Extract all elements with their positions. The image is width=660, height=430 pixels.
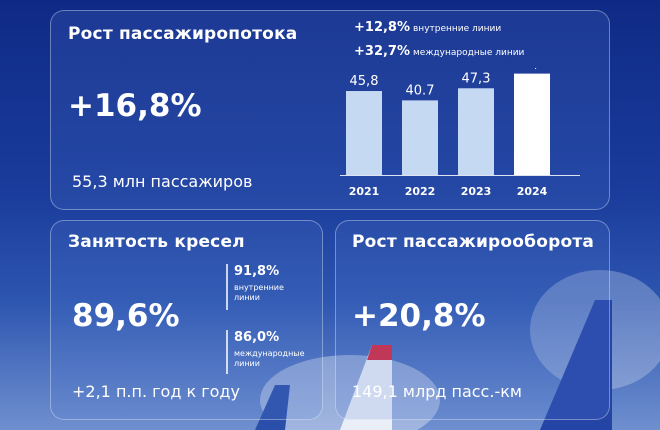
- x-tick-label-2022: 2022: [405, 185, 436, 198]
- passenger-turnover-panel: [335, 220, 610, 420]
- seat-domestic-value: 91,8%: [234, 264, 280, 279]
- passenger-count: 55,3 млн пассажиров: [72, 172, 253, 191]
- passenger-turnover-growth: +20,8%: [352, 298, 486, 334]
- international-growth-legend: +32,7% международные линии: [354, 44, 524, 59]
- bar-2022: [402, 100, 438, 175]
- international-tick: [226, 330, 228, 374]
- passenger-turnover-volume: 149,1 млрд пасс.-км: [352, 382, 522, 401]
- x-tick-label-2023: 2023: [461, 185, 492, 198]
- x-tick-label-2024: 2024: [517, 185, 548, 198]
- passenger-bar-chart: 45,8 2021 40.7 2022 47,3 2023 55,3 2024: [340, 68, 580, 198]
- seat-domestic-label: внутренние линии: [234, 283, 284, 302]
- domestic-growth-value: +12,8%: [354, 20, 410, 35]
- seat-international-label: международные линии: [234, 349, 305, 368]
- seat-occupancy-value: 89,6%: [72, 298, 180, 334]
- bar-value-label-2021: 45,8: [350, 74, 379, 89]
- domestic-growth-label: внутренние линии: [413, 24, 502, 34]
- international-growth-label: международные линии: [413, 48, 525, 58]
- bar-2024: [514, 73, 550, 175]
- x-tick-label-2021: 2021: [349, 185, 380, 198]
- passenger-growth-value: +16,8%: [68, 88, 202, 124]
- domestic-tick: [226, 264, 228, 310]
- passenger-traffic-title: Рост пассажиропотока: [68, 24, 298, 44]
- passenger-turnover-title: Рост пассажирооборота: [352, 232, 595, 252]
- seat-occupancy-change: +2,1 п.п. год к году: [72, 382, 240, 401]
- bar-value-label-2023: 47,3: [462, 71, 491, 86]
- bar-2023: [458, 88, 494, 175]
- domestic-growth-legend: +12,8% внутренние линии: [354, 20, 501, 35]
- bar-value-label-2022: 40.7: [406, 83, 435, 98]
- seat-occupancy-panel: [50, 220, 323, 420]
- seat-occupancy-title: Занятость кресел: [68, 232, 245, 252]
- bar-2021: [346, 91, 382, 175]
- bar-value-label-2024: 55,3: [518, 68, 547, 72]
- international-growth-value: +32,7%: [354, 44, 410, 59]
- seat-international-value: 86,0%: [234, 330, 280, 345]
